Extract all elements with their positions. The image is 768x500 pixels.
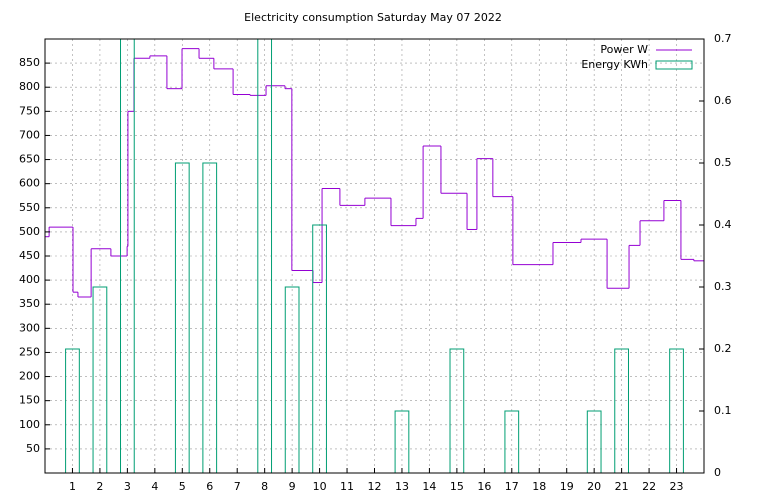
- y2-tick-label: 0.6: [714, 94, 732, 107]
- x-tick-label: 5: [179, 480, 186, 493]
- energy-bar: [65, 348, 80, 473]
- axes: 5010015020025030035040045050055060065070…: [19, 32, 732, 493]
- energy-bar: [92, 286, 108, 473]
- y-tick-label: 300: [19, 321, 40, 334]
- energy-bar: [312, 224, 327, 473]
- energy-bar: [669, 348, 684, 473]
- x-tick-label: 18: [532, 480, 546, 493]
- y2-tick-label: 0.4: [714, 218, 732, 231]
- energy-bar: [284, 286, 300, 473]
- x-tick-label: 21: [615, 480, 629, 493]
- y2-tick-label: 0.3: [714, 280, 732, 293]
- y2-tick-label: 0: [714, 466, 721, 479]
- energy-bar: [120, 39, 135, 473]
- legend-label: Power W: [600, 43, 648, 56]
- y-tick-label: 250: [19, 345, 40, 358]
- x-tick-label: 22: [642, 480, 656, 493]
- y2-tick-label: 0.5: [714, 156, 732, 169]
- plot-marks: [45, 39, 704, 473]
- y-tick-label: 350: [19, 297, 40, 310]
- y-tick-label: 400: [19, 273, 40, 286]
- x-tick-label: 12: [368, 480, 382, 493]
- x-tick-label: 19: [560, 480, 574, 493]
- y2-tick-label: 0.2: [714, 342, 732, 355]
- y-tick-label: 750: [19, 104, 40, 117]
- energy-bar: [504, 410, 520, 473]
- x-tick-label: 14: [422, 480, 436, 493]
- y-tick-label: 700: [19, 128, 40, 141]
- x-tick-label: 7: [234, 480, 241, 493]
- y-tick-label: 500: [19, 225, 40, 238]
- x-tick-label: 17: [505, 480, 519, 493]
- x-tick-label: 13: [395, 480, 409, 493]
- x-tick-label: 16: [477, 480, 491, 493]
- y-tick-label: 200: [19, 370, 40, 383]
- x-tick-label: 4: [151, 480, 158, 493]
- grid: [45, 39, 704, 473]
- x-tick-label: 23: [670, 480, 684, 493]
- y-tick-label: 50: [26, 442, 40, 455]
- y-tick-label: 800: [19, 80, 40, 93]
- y-tick-label: 550: [19, 201, 40, 214]
- x-tick-label: 1: [69, 480, 76, 493]
- y-tick-label: 650: [19, 153, 40, 166]
- energy-bar: [614, 348, 629, 473]
- energy-bar: [449, 348, 465, 473]
- x-tick-label: 3: [124, 480, 131, 493]
- legend-label: Energy KWh: [581, 58, 648, 71]
- legend-swatch: [655, 60, 693, 70]
- y2-tick-label: 0.7: [714, 32, 732, 45]
- x-tick-label: 15: [450, 480, 464, 493]
- energy-bar: [202, 162, 218, 473]
- energy-bar: [586, 410, 602, 473]
- chart-title: Electricity consumption Saturday May 07 …: [244, 11, 502, 24]
- energy-bar: [257, 39, 273, 473]
- energy-bar: [174, 162, 190, 473]
- y2-tick-label: 0.1: [714, 404, 732, 417]
- y-tick-label: 850: [19, 56, 40, 69]
- x-tick-label: 11: [340, 480, 354, 493]
- x-tick-label: 9: [289, 480, 296, 493]
- y-tick-label: 150: [19, 394, 40, 407]
- x-tick-label: 10: [313, 480, 327, 493]
- x-tick-label: 2: [96, 480, 103, 493]
- y-tick-label: 600: [19, 177, 40, 190]
- x-tick-label: 6: [206, 480, 213, 493]
- x-tick-label: 8: [261, 480, 268, 493]
- y-tick-label: 450: [19, 249, 40, 262]
- y-tick-label: 100: [19, 418, 40, 431]
- x-tick-label: 20: [587, 480, 601, 493]
- energy-bar: [394, 410, 410, 473]
